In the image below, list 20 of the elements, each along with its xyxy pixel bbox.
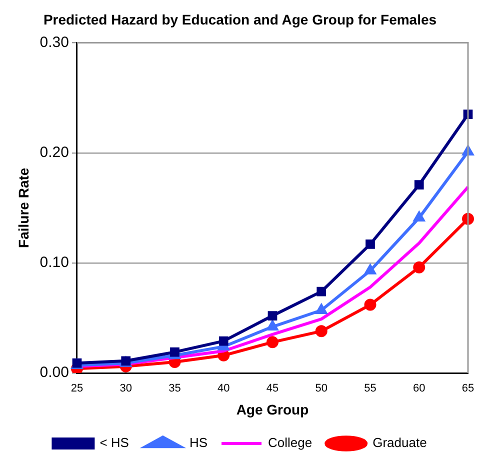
y-tick-label: 0.00 — [40, 364, 69, 382]
legend-label: HS — [189, 435, 208, 450]
x-tick-label: 45 — [266, 382, 279, 395]
chart-title: Predicted Hazard by Education and Age Group for Females — [43, 11, 437, 28]
legend-label: < HS — [100, 435, 130, 450]
x-tick-label: 40 — [217, 382, 230, 395]
x-tick-label: 60 — [413, 382, 426, 395]
y-tick-label: 0.20 — [40, 144, 69, 162]
y-axis-title: Failure Rate — [15, 168, 32, 248]
x-tick-label: 25 — [70, 382, 84, 395]
y-tick-label: 0.10 — [40, 254, 69, 272]
x-tick-label: 35 — [168, 382, 181, 395]
y-tick-label: 0.30 — [40, 34, 69, 51]
legend-label: College — [268, 435, 312, 450]
x-tick-label: 50 — [315, 382, 328, 395]
x-tick-label: 55 — [364, 382, 376, 395]
legend-label: Graduate — [372, 435, 427, 450]
x-tick-label: 30 — [120, 382, 132, 395]
x-tick-label: 65 — [462, 382, 474, 395]
x-axis-title: Age Group — [236, 401, 309, 418]
